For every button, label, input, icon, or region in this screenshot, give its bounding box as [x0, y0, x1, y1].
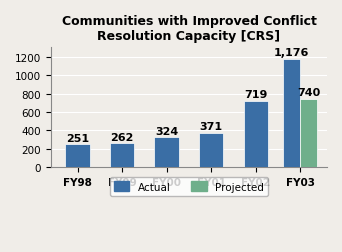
Text: 719: 719 — [244, 90, 267, 100]
Text: 1,176: 1,176 — [274, 48, 310, 58]
Text: 262: 262 — [110, 132, 134, 142]
Bar — [199, 134, 223, 168]
Title: Communities with Improved Conflict
Resolution Capacity [CRS]: Communities with Improved Conflict Resol… — [62, 15, 316, 43]
Legend: Actual, Projected: Actual, Projected — [109, 177, 268, 196]
Bar — [244, 102, 268, 168]
Bar — [284, 59, 300, 168]
Bar — [65, 145, 90, 168]
Text: 740: 740 — [297, 88, 320, 98]
Bar — [300, 100, 317, 168]
Text: 371: 371 — [200, 122, 223, 132]
Bar — [110, 144, 134, 168]
Text: 324: 324 — [155, 126, 178, 136]
Bar — [155, 138, 179, 168]
Text: 251: 251 — [66, 133, 89, 143]
